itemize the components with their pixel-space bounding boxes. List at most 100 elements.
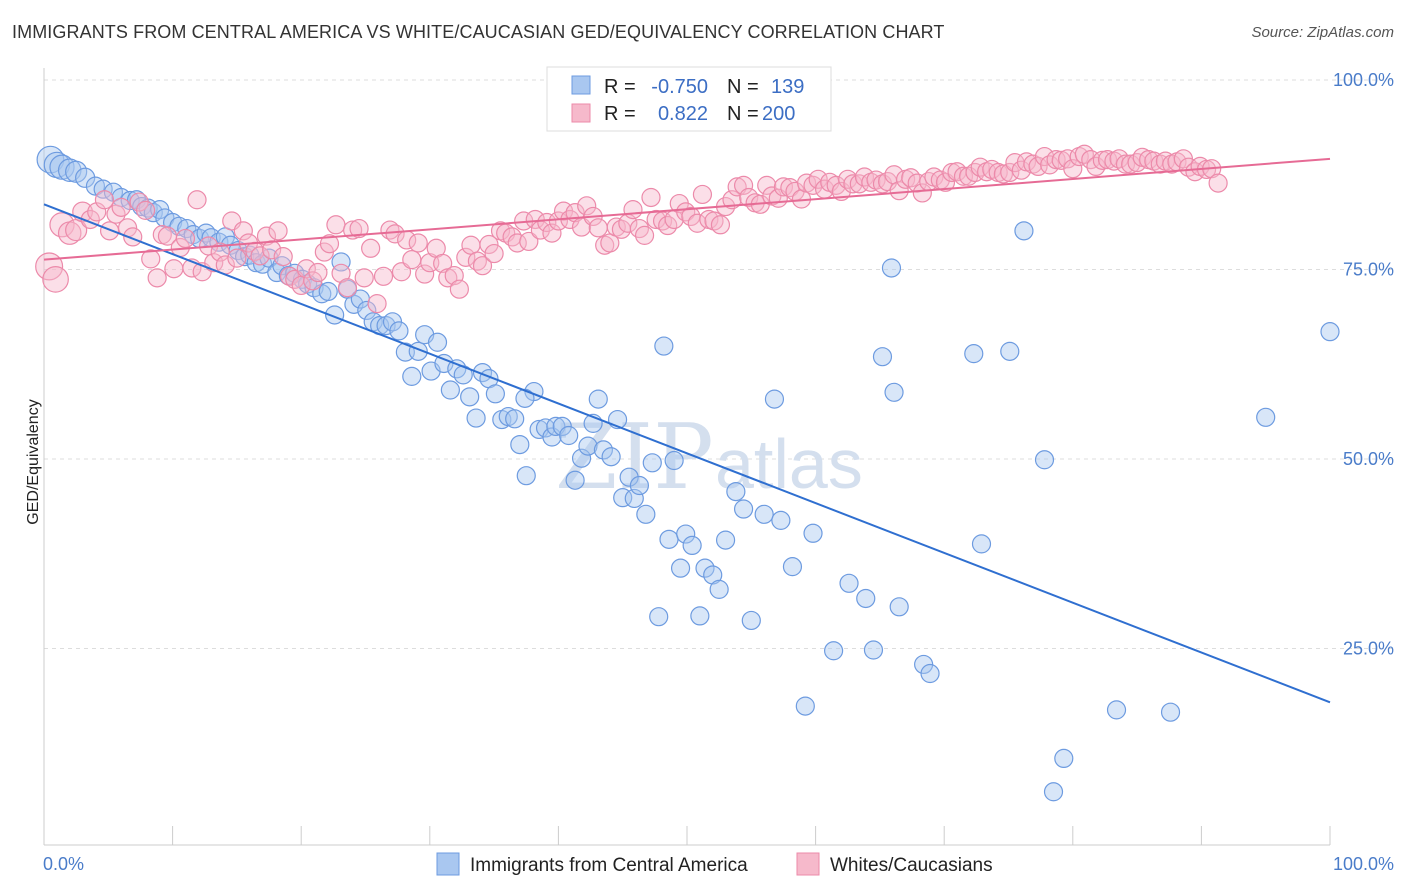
central-america-point-136 <box>884 382 904 402</box>
central-america-point-2 <box>49 154 75 180</box>
whites-point-57 <box>380 220 400 240</box>
central-america-point-107 <box>733 499 754 519</box>
whites-point-52 <box>349 218 369 239</box>
central-america-point-119 <box>872 347 893 367</box>
central-america-point-118 <box>863 640 884 660</box>
central-america-point-80 <box>565 470 585 490</box>
whites-point-73 <box>472 256 493 276</box>
central-america-point-72 <box>516 466 536 486</box>
central-america-point-82 <box>578 436 598 456</box>
y-tick-label-3: 100.0% <box>1333 70 1394 90</box>
central-america-point-132 <box>1160 702 1181 722</box>
whites-point-43 <box>296 259 316 279</box>
central-america-point-58 <box>427 332 448 352</box>
central-america-point-113 <box>795 696 815 716</box>
central-america-point-67 <box>485 384 505 404</box>
whites-point-81 <box>519 231 539 252</box>
central-america-point-92 <box>636 504 656 524</box>
whites-point-61 <box>402 250 422 270</box>
whites-point-125 <box>773 177 794 197</box>
whites-point-55 <box>367 294 387 314</box>
axes <box>43 68 1331 846</box>
whites-point-37 <box>262 240 282 260</box>
whites-point-63 <box>415 264 435 284</box>
whites-point-22 <box>175 228 196 249</box>
y-tick-label-1: 50.0% <box>1343 449 1394 469</box>
central-america-point-121 <box>889 597 909 617</box>
series-legend-label-blue: Immigrants from Central America <box>470 855 748 876</box>
legend-n-label-2: N = <box>727 103 759 125</box>
central-america-point-106 <box>726 481 746 502</box>
whites-point-62 <box>408 233 428 253</box>
central-america-point-93 <box>642 453 662 473</box>
central-america-point-124 <box>964 344 984 364</box>
central-america-point-60 <box>440 380 460 400</box>
legend-r-label-1: R = <box>604 76 636 98</box>
legend-swatch-pink <box>571 103 591 123</box>
central-america-point-94 <box>649 607 669 627</box>
whites-point-101 <box>634 225 655 245</box>
whites-point-54 <box>361 238 381 258</box>
watermark-atlas: atlas <box>715 425 863 503</box>
central-america-point-134 <box>1320 322 1340 342</box>
central-america-point-129 <box>1043 782 1064 802</box>
whites-point-171 <box>1040 155 1060 175</box>
central-america-point-100 <box>682 535 702 556</box>
whites-point-32 <box>233 221 253 241</box>
whites-point-39 <box>273 247 293 267</box>
central-america-point-111 <box>771 510 791 530</box>
y-tick-label-2: 75.0% <box>1343 260 1394 280</box>
central-america-point-6 <box>85 176 106 196</box>
central-america-point-126 <box>1000 341 1020 361</box>
central-america-point-91 <box>629 475 650 496</box>
central-america-point-85 <box>593 440 614 460</box>
central-america-point-84 <box>588 389 608 409</box>
y-tick-label-0: 25.0% <box>1343 639 1394 659</box>
whites-point-164 <box>1000 162 1020 183</box>
whites-point-31 <box>227 248 247 268</box>
central-america-point-114 <box>803 523 823 543</box>
whites-point-118 <box>733 175 754 195</box>
whites-point-49 <box>331 263 351 283</box>
whites-point-119 <box>739 187 759 208</box>
series-whites-points <box>35 144 1228 314</box>
central-america-point-112 <box>782 557 803 577</box>
whites-point-134 <box>826 175 846 195</box>
whites-point-122 <box>757 175 777 195</box>
whites-point-0 <box>35 252 64 281</box>
whites-point-183 <box>1109 149 1129 169</box>
central-america-point-79 <box>559 425 579 446</box>
central-america-point-95 <box>654 336 674 356</box>
whites-point-114 <box>710 215 731 235</box>
whites-point-186 <box>1127 153 1147 173</box>
trend-line-whites <box>43 157 1331 261</box>
whites-point-200 <box>1208 173 1228 193</box>
central-america-point-103 <box>703 565 723 585</box>
central-america-point-115 <box>824 641 844 661</box>
x-tick-label-min: 0.0% <box>43 854 84 874</box>
legend-r-value-1: -0.750 <box>651 76 708 98</box>
central-america-point-128 <box>1034 450 1055 470</box>
series-legend: Immigrants from Central America Whites/C… <box>436 852 993 876</box>
legend-r-label-2: R = <box>604 103 636 125</box>
central-america-point-109 <box>754 504 774 524</box>
central-america-point-63 <box>460 387 480 407</box>
whites-point-27 <box>204 253 224 273</box>
whites-point-177 <box>1074 144 1094 164</box>
central-america-point-101 <box>690 606 710 626</box>
central-america-point-110 <box>764 389 785 409</box>
legend-swatch-blue <box>571 75 591 95</box>
central-america-point-64 <box>466 408 486 428</box>
central-america-point-54 <box>402 366 422 386</box>
central-america-point-130 <box>1054 748 1074 769</box>
whites-point-75 <box>484 243 504 264</box>
central-america-point-47 <box>357 300 377 321</box>
x-tick-labels: 0.0% 100.0% <box>43 854 1394 874</box>
central-america-point-71 <box>510 434 530 455</box>
chart-title: IMMIGRANTS FROM CENTRAL AMERICA VS WHITE… <box>12 22 945 42</box>
legend-n-value-1: 139 <box>771 76 804 98</box>
whites-point-11 <box>111 197 131 217</box>
whites-point-8 <box>94 190 115 210</box>
central-america-point-116 <box>839 573 859 593</box>
